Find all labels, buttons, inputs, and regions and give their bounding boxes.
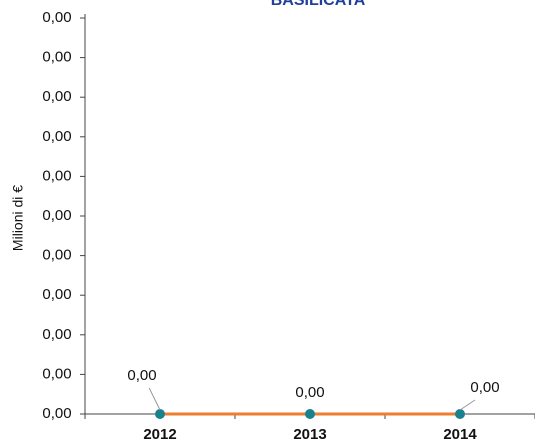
y-tick-label: 0,00: [42, 167, 71, 184]
marker: [455, 409, 465, 419]
y-tick-label: 0,00: [42, 9, 71, 26]
marker: [305, 409, 315, 419]
y-tick-label: 0,00: [42, 207, 71, 224]
x-tick-label: 2013: [293, 426, 326, 443]
data-label: 0,00: [470, 379, 499, 396]
y-axis-label: Milioni di €: [10, 185, 26, 251]
y-tick-label: 0,00: [42, 247, 71, 264]
chart-title: BASILICATA: [271, 0, 366, 9]
marker: [155, 409, 165, 419]
x-tick-label: 2014: [443, 426, 477, 443]
y-tick-label: 0,00: [42, 128, 71, 145]
x-tick-label: 2012: [143, 426, 176, 443]
data-label: 0,00: [295, 384, 324, 401]
y-tick-label: 0,00: [42, 88, 71, 105]
leader-line: [148, 387, 161, 411]
y-tick-label: 0,00: [42, 365, 71, 382]
leader-line: [459, 399, 476, 411]
y-tick-label: 0,00: [42, 326, 71, 343]
y-tick-label: 0,00: [42, 49, 71, 66]
y-tick-label: 0,00: [42, 286, 71, 303]
y-tick-label: 0,00: [42, 405, 71, 422]
data-label: 0,00: [127, 367, 156, 384]
